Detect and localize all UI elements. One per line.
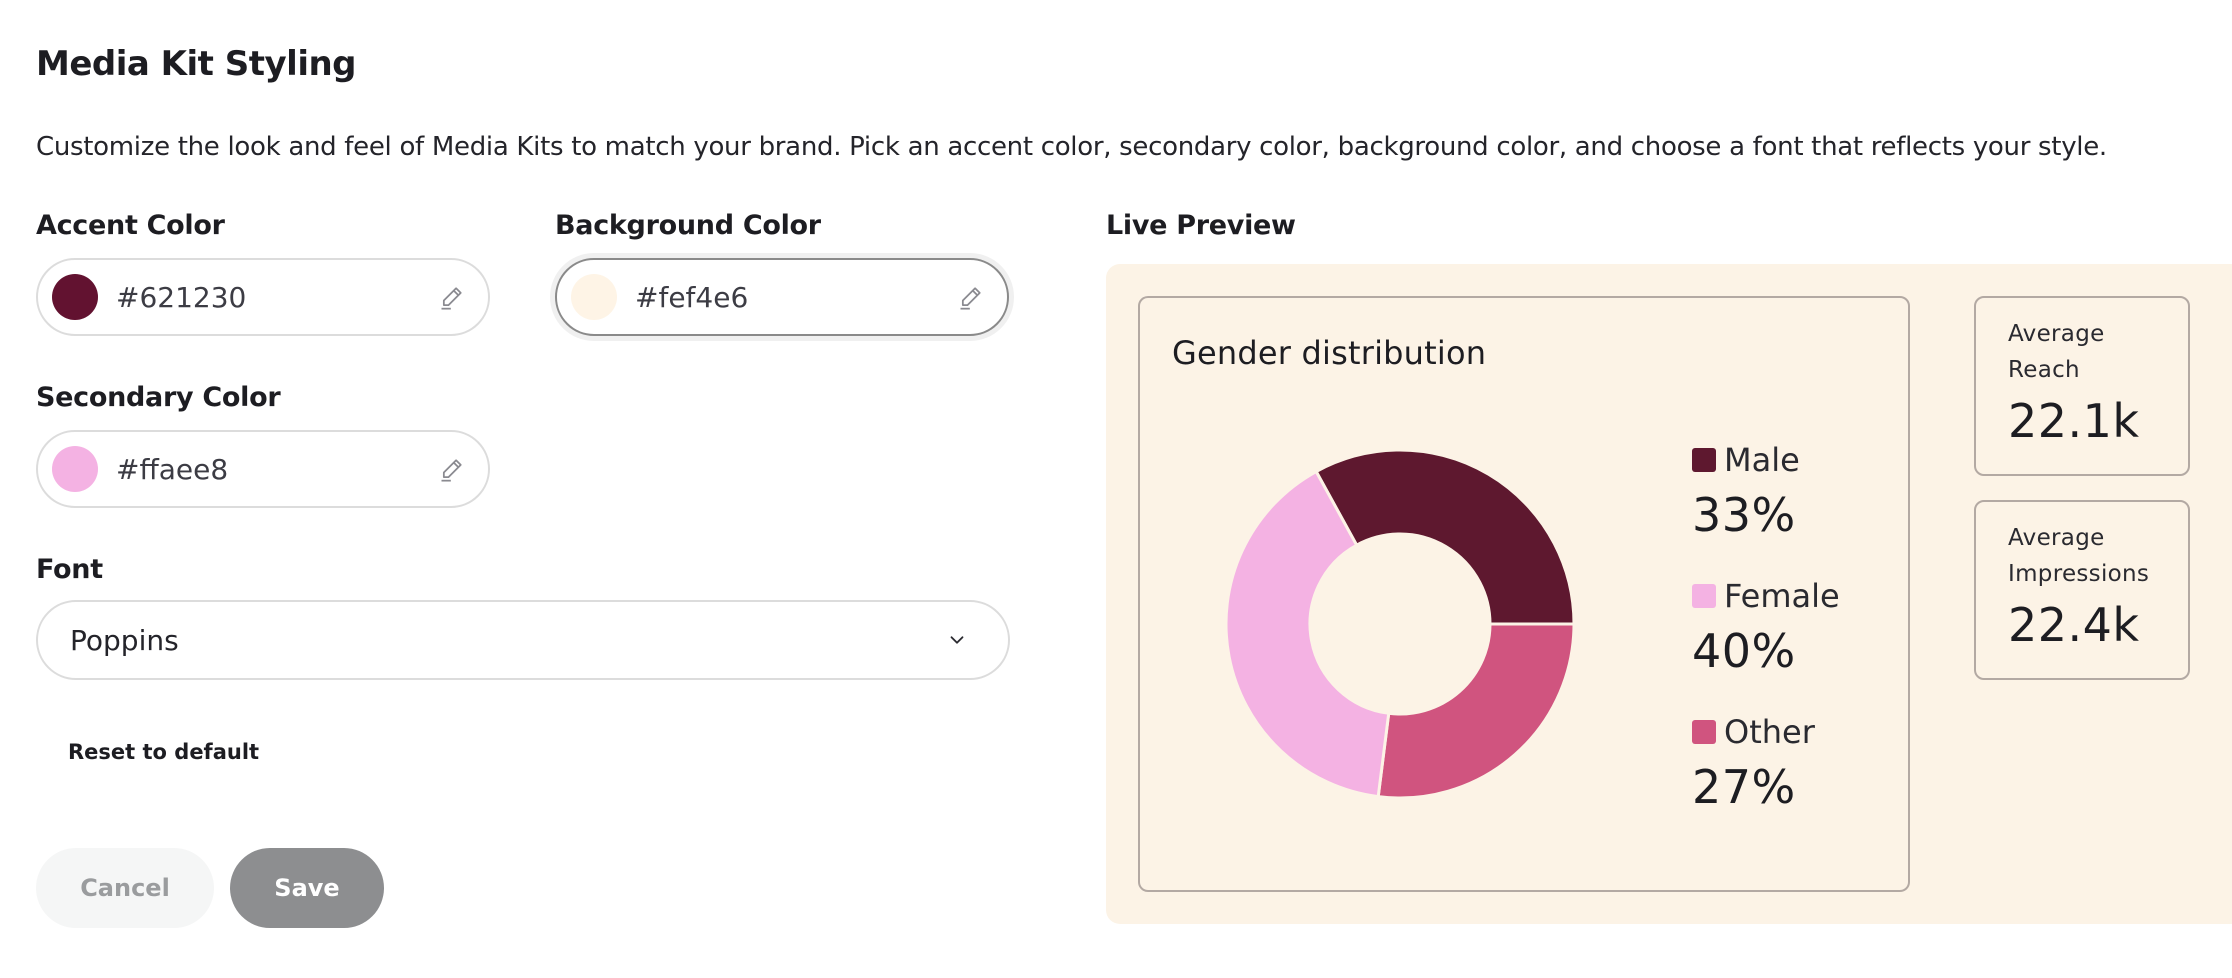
font-select-value[interactable]: Poppins	[70, 623, 179, 657]
donut-slice-male	[1314, 448, 1576, 626]
pencil-icon[interactable]	[957, 283, 985, 311]
legend-item-male: Male 33%	[1692, 438, 1840, 574]
legend-percent-other: 27%	[1692, 760, 1796, 814]
chevron-down-icon[interactable]	[946, 629, 968, 651]
legend-percent-female: 40%	[1692, 624, 1796, 678]
reset-to-default-link[interactable]: Reset to default	[68, 740, 260, 764]
legend-swatch-female	[1692, 584, 1716, 608]
page-title: Media Kit Styling	[36, 44, 357, 84]
gender-legend: Male 33% Female 40% Other 27%	[1692, 438, 1840, 846]
legend-item-other: Other 27%	[1692, 710, 1840, 846]
gender-distribution-card: Gender distribution Male 33% Female 40%	[1138, 296, 1910, 892]
average-reach-label: Average Reach	[2008, 321, 2105, 383]
legend-label-other: Other	[1724, 713, 1815, 751]
gender-donut-chart	[1224, 448, 1576, 800]
secondary-color-input[interactable]: #ffaee8	[36, 430, 490, 508]
average-reach-value: 22.1k	[2008, 394, 2140, 448]
font-select[interactable]: Poppins	[36, 600, 1010, 680]
pencil-icon[interactable]	[438, 455, 466, 483]
secondary-color-value[interactable]: #ffaee8	[116, 452, 229, 486]
pencil-icon[interactable]	[438, 283, 466, 311]
background-color-label: Background Color	[555, 210, 821, 241]
average-impressions-card: Average Impressions 22.4k	[1974, 500, 2190, 680]
legend-item-female: Female 40%	[1692, 574, 1840, 710]
background-color-value[interactable]: #fef4e6	[635, 280, 749, 314]
page-description: Customize the look and feel of Media Kit…	[36, 132, 2107, 162]
average-impressions-value: 22.4k	[2008, 598, 2140, 652]
live-preview-label: Live Preview	[1106, 210, 1296, 241]
donut-slice-other	[1376, 622, 1576, 800]
background-color-swatch[interactable]	[571, 274, 617, 320]
legend-label-male: Male	[1724, 441, 1800, 479]
secondary-color-label: Secondary Color	[36, 382, 281, 413]
average-impressions-label: Average Impressions	[2008, 525, 2150, 587]
average-reach-card: Average Reach 22.1k	[1974, 296, 2190, 476]
cancel-button[interactable]: Cancel	[36, 848, 214, 928]
background-color-input[interactable]: #fef4e6	[555, 258, 1009, 336]
donut-slice-female	[1224, 469, 1391, 799]
legend-label-female: Female	[1724, 577, 1840, 615]
accent-color-label: Accent Color	[36, 210, 225, 241]
gender-distribution-title: Gender distribution	[1172, 334, 1487, 372]
accent-color-value[interactable]: #621230	[116, 280, 247, 314]
secondary-color-swatch[interactable]	[52, 446, 98, 492]
font-label: Font	[36, 554, 103, 585]
accent-color-input[interactable]: #621230	[36, 258, 490, 336]
legend-percent-male: 33%	[1692, 488, 1796, 542]
save-button[interactable]: Save	[230, 848, 384, 928]
legend-swatch-other	[1692, 720, 1716, 744]
live-preview-panel: Gender distribution Male 33% Female 40%	[1106, 264, 2232, 924]
legend-swatch-male	[1692, 448, 1716, 472]
accent-color-swatch[interactable]	[52, 274, 98, 320]
